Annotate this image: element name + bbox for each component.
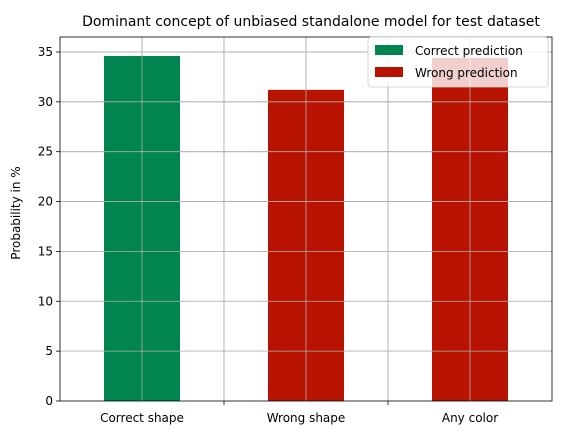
- legend-label: Wrong prediction: [415, 66, 518, 80]
- y-tick-label: 20: [38, 195, 53, 209]
- y-tick-label: 25: [38, 145, 53, 159]
- grid-overlay: [60, 37, 552, 401]
- y-tick-label: 10: [38, 294, 53, 308]
- y-tick-label: 5: [45, 344, 53, 358]
- legend-swatch: [375, 67, 403, 77]
- y-tick-label: 0: [45, 394, 53, 408]
- plot-frame: [59, 36, 553, 402]
- axes-layer: 0 5 10 15 20 25 30 35 Correct shape Wrong shape An…: [38, 36, 553, 425]
- legend-label: Correct prediction: [415, 44, 523, 58]
- y-axis-label: Probability in %: [9, 166, 23, 259]
- legend-box: [367, 36, 549, 88]
- chart-title: Dominant concept of unbiased standalone …: [82, 14, 540, 30]
- y-tick-label: 30: [38, 95, 53, 109]
- legend: Correct prediction Wrong prediction: [367, 36, 549, 88]
- x-tick-label: Correct shape: [100, 411, 184, 425]
- y-tick-label: 15: [38, 244, 53, 258]
- y-tick-label: 35: [38, 45, 53, 59]
- x-tick-label: Any color: [442, 411, 498, 425]
- x-tick-label: Wrong shape: [267, 411, 346, 425]
- legend-swatch: [375, 45, 403, 55]
